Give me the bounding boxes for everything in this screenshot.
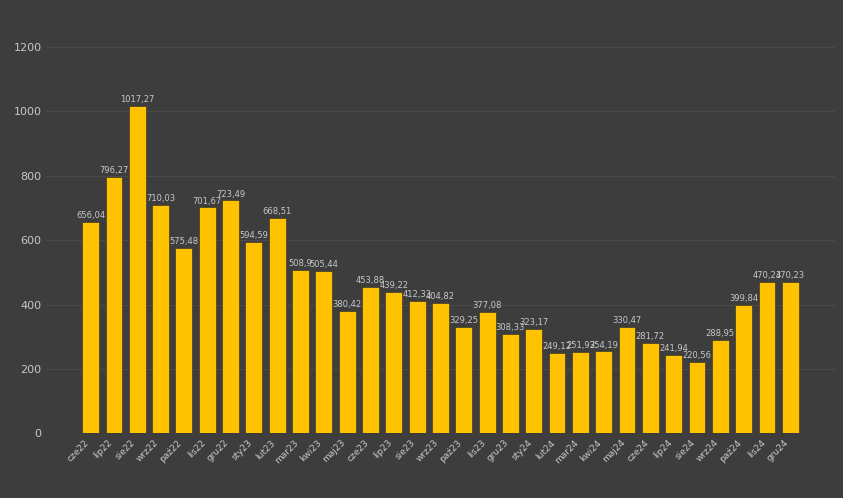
Text: 470,23: 470,23 (776, 271, 805, 280)
Text: 380,42: 380,42 (333, 300, 362, 309)
Text: 439,22: 439,22 (379, 281, 408, 290)
Text: 723,49: 723,49 (216, 190, 245, 199)
Bar (199, 208, 216, 433)
Bar (385, 292, 402, 433)
Bar (619, 327, 636, 433)
Bar (689, 362, 706, 433)
Bar (595, 352, 612, 433)
Text: 594,59: 594,59 (239, 231, 268, 240)
Text: 470,23: 470,23 (753, 271, 781, 280)
Bar (712, 340, 728, 433)
Bar (642, 343, 658, 433)
Text: 505,44: 505,44 (309, 259, 338, 269)
Text: 656,04: 656,04 (76, 211, 105, 220)
Bar (339, 311, 356, 433)
Text: 249,12: 249,12 (543, 342, 572, 351)
Bar (223, 201, 239, 433)
Text: 251,93: 251,93 (566, 341, 595, 350)
Text: 399,84: 399,84 (729, 294, 758, 303)
Text: 323,17: 323,17 (519, 318, 549, 327)
Text: 330,47: 330,47 (613, 316, 642, 325)
Bar (362, 287, 379, 433)
Text: 710,03: 710,03 (146, 194, 175, 203)
Bar (315, 270, 332, 433)
Text: 796,27: 796,27 (99, 166, 128, 175)
Bar (525, 329, 542, 433)
Text: 308,33: 308,33 (496, 323, 525, 332)
Bar (245, 242, 262, 433)
Bar (759, 282, 776, 433)
Bar (175, 248, 192, 433)
Text: 254,19: 254,19 (589, 341, 618, 350)
Bar (269, 218, 286, 433)
Bar (455, 327, 472, 433)
Text: 668,51: 668,51 (262, 207, 292, 216)
Bar (129, 106, 146, 433)
Text: 281,72: 281,72 (636, 332, 665, 341)
Bar (549, 353, 566, 433)
Bar (572, 352, 588, 433)
Bar (782, 282, 798, 433)
Bar (153, 205, 169, 433)
Text: 288,95: 288,95 (706, 329, 735, 338)
Text: 701,67: 701,67 (192, 197, 222, 206)
Text: 575,48: 575,48 (169, 237, 198, 246)
Bar (432, 303, 448, 433)
Bar (735, 305, 752, 433)
Bar (665, 356, 682, 433)
Bar (479, 312, 496, 433)
Text: 329,25: 329,25 (449, 316, 478, 325)
Bar (502, 334, 518, 433)
Text: 508,9: 508,9 (288, 258, 313, 267)
Text: 377,08: 377,08 (472, 301, 502, 310)
Text: 453,88: 453,88 (356, 276, 385, 285)
Text: 1017,27: 1017,27 (120, 95, 154, 104)
Bar (293, 269, 309, 433)
Text: 404,82: 404,82 (426, 292, 455, 301)
Text: 412,33: 412,33 (403, 290, 432, 299)
Bar (83, 222, 99, 433)
Bar (409, 301, 426, 433)
Text: 220,56: 220,56 (683, 352, 711, 361)
Bar (105, 177, 122, 433)
Text: 241,94: 241,94 (659, 345, 688, 354)
